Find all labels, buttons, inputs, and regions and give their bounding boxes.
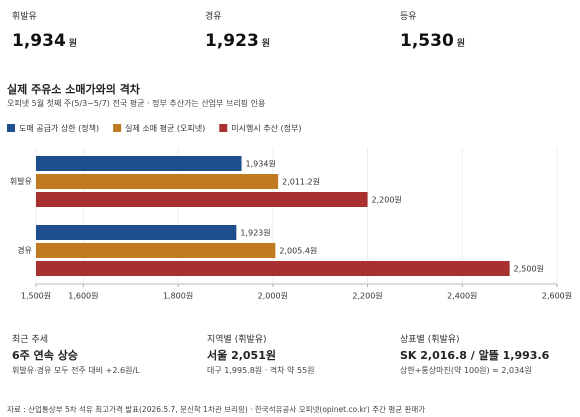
price-unit: 원 — [456, 39, 466, 49]
value-label: 2,005.4원 — [279, 247, 317, 256]
price-unit: 원 — [68, 39, 78, 49]
x-tick-label: 1,500원 — [21, 292, 51, 301]
legend-label: 도매 공급가 상한 (정책) — [19, 123, 99, 133]
price-number: 1,934 — [12, 31, 66, 51]
value-label: 1,923원 — [240, 229, 270, 238]
stat-note: 휘발유·경유 모두 전주 대비 +2.6원/L — [12, 366, 140, 375]
legend-swatch — [7, 124, 15, 132]
source: 자료 : 산업통상부 5차 석유 최고가격 발표(2026.5.7, 문신학 1… — [7, 405, 426, 414]
stat-headline: 서울 2,051원 — [207, 349, 276, 362]
price-value: 1,934 원 — [12, 31, 77, 51]
chart: 도매 공급가 상한 (정책) 실제 소매 평균 (오피넷) 미시행시 추산 (정부)… — [7, 123, 572, 301]
x-tick-label: 2,200원 — [352, 292, 382, 301]
value-label: 2,011.2원 — [282, 178, 320, 187]
price-value: 1,923 원 — [205, 31, 270, 51]
x-tick-label: 2,600원 — [542, 292, 572, 301]
bar — [36, 192, 368, 207]
stat-note: 상한+통상마진(약 100원) ≈ 2,034원 — [400, 366, 532, 375]
legend-swatch — [113, 124, 122, 132]
price-label: 등유 — [400, 12, 417, 22]
value-label: 2,500원 — [514, 265, 544, 274]
value-label: 1,934원 — [246, 160, 276, 169]
bar — [36, 243, 276, 258]
x-tick-label: 2,000원 — [258, 292, 288, 301]
chart-title: 실제 주유소 소매가와의 격차 — [7, 83, 140, 96]
y-tick-label: 휘발유 — [10, 176, 32, 186]
price-label: 휘발유 — [12, 12, 37, 22]
bar — [36, 225, 237, 240]
stat-headline: SK 2,016.8 / 알뜰 1,993.6 — [400, 349, 550, 362]
legend-swatch — [219, 124, 228, 132]
price-number: 1,530 — [400, 31, 454, 51]
legend-label: 실제 소매 평균 (오피넷) — [125, 123, 205, 133]
price-unit: 원 — [261, 39, 271, 49]
chart-subtitle: 오피넷 5월 첫째 주(5/3~5/7) 전국 평균 · 정부 추산가는 산업부… — [7, 99, 266, 108]
bar — [36, 261, 510, 276]
value-label: 2,200원 — [372, 196, 402, 205]
x-tick-label: 2,400원 — [447, 292, 477, 301]
x-tick-label: 1,800원 — [163, 292, 193, 301]
stat-label: 최근 추세 — [12, 335, 48, 345]
legend-label: 미시행시 추산 (정부) — [231, 123, 301, 133]
price-value: 1,530 원 — [400, 31, 465, 51]
stat-label: 상표별 (휘발유) — [400, 335, 460, 345]
stat-label: 지역별 (휘발유) — [207, 335, 267, 345]
stat-note: 대구 1,995.8원 · 격차 약 55원 — [207, 366, 315, 375]
stat-headline: 6주 연속 상승 — [12, 349, 78, 362]
price-number: 1,923 — [205, 31, 259, 51]
x-tick-label: 1,600원 — [68, 292, 98, 301]
price-label: 경유 — [205, 12, 222, 22]
bar — [36, 174, 279, 189]
bar — [36, 156, 242, 171]
y-tick-label: 경유 — [17, 245, 32, 255]
